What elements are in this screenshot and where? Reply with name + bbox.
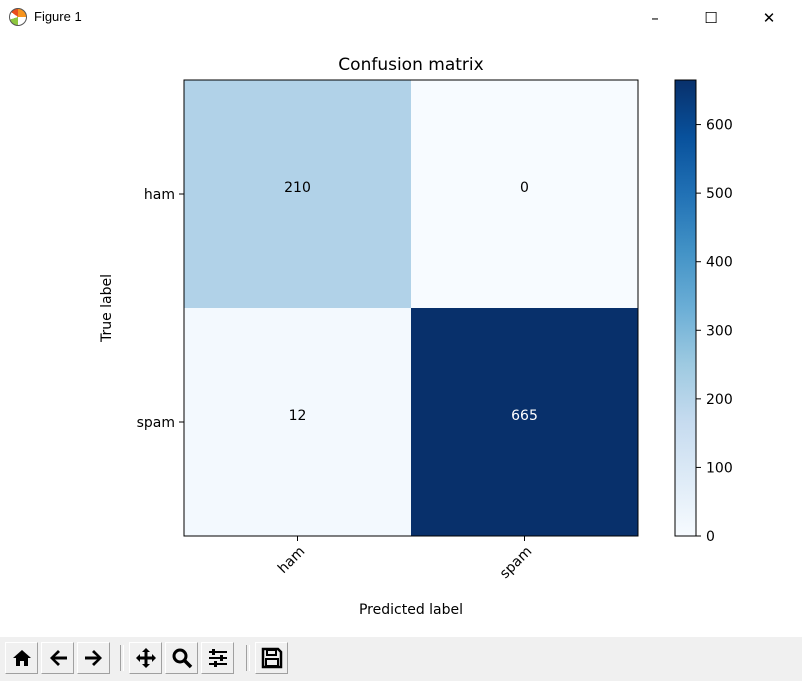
minimize-button[interactable]: – — [651, 9, 659, 27]
save-button[interactable] — [255, 642, 288, 674]
back-button[interactable] — [41, 642, 74, 674]
forward-button[interactable] — [77, 642, 110, 674]
navigation-toolbar — [0, 637, 802, 681]
colorbar-tick-label: 500 — [706, 186, 733, 202]
home-icon — [12, 650, 31, 666]
colorbar-tick-label: 100 — [706, 460, 733, 476]
colorbar-tick-label: 600 — [706, 118, 733, 134]
y-tick-label: spam — [137, 415, 175, 431]
magnifier-icon — [172, 648, 192, 669]
y-tick-label: ham — [144, 187, 175, 203]
floppy-disk-icon — [261, 647, 282, 669]
app-icon — [9, 8, 27, 26]
home-button[interactable] — [5, 642, 38, 674]
configure-subplots-button[interactable] — [201, 642, 234, 674]
x-axis-label: Predicted label — [359, 602, 463, 618]
x-tick-label: spam — [497, 544, 535, 582]
toolbar-separator — [246, 645, 250, 671]
title-bar: Figure 1 – ☐ ✕ — [0, 0, 802, 36]
cell-value-label: 210 — [284, 180, 311, 196]
y-axis-label: True label — [99, 274, 115, 343]
maximize-button[interactable]: ☐ — [704, 9, 718, 27]
matrix-cell — [411, 80, 638, 308]
x-tick-label: ham — [275, 544, 308, 577]
arrow-left-icon — [49, 650, 67, 666]
colorbar — [674, 79, 697, 537]
matrix-cell — [184, 80, 411, 308]
zoom-button[interactable] — [165, 642, 198, 674]
cell-value-label: 12 — [289, 408, 307, 424]
move-icon — [135, 648, 156, 668]
window-title: Figure 1 — [34, 9, 82, 24]
toolbar-separator — [120, 645, 124, 671]
colorbar-tick-label: 400 — [706, 255, 733, 271]
colorbar-tick-label: 300 — [706, 323, 733, 339]
plot-frame — [183, 79, 639, 537]
cell-value-label: 0 — [520, 180, 529, 196]
matrix-cell — [184, 308, 411, 536]
arrow-right-icon — [84, 650, 102, 666]
colorbar-tick-label: 0 — [706, 529, 715, 545]
confusion-matrix-chart: Confusion matrix 210 0 12 665 ham spam ham spa… — [99, 55, 733, 618]
colorbar-tick-label: 200 — [706, 392, 733, 408]
cell-value-label: 665 — [511, 408, 538, 424]
matrix-cell — [411, 308, 638, 536]
sliders-icon — [208, 649, 227, 667]
chart-title: Confusion matrix — [338, 55, 483, 75]
close-button[interactable]: ✕ — [762, 9, 776, 27]
pan-button[interactable] — [129, 642, 162, 674]
